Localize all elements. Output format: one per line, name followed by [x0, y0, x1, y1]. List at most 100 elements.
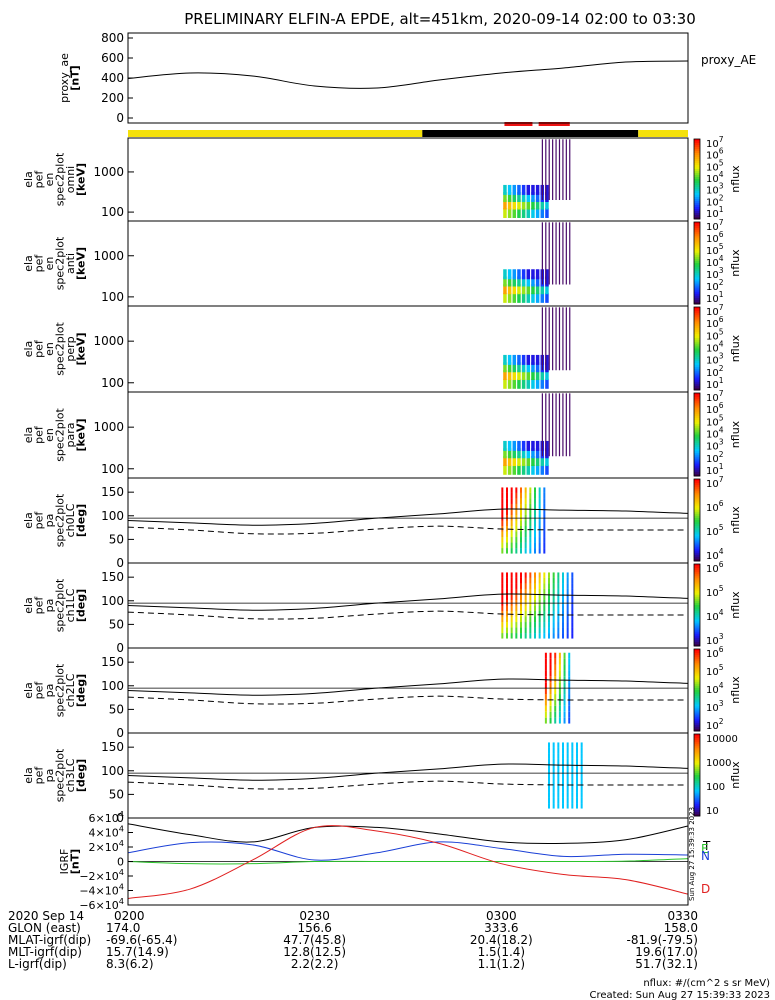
pa-cell	[552, 753, 555, 759]
colorbar-segment	[694, 728, 700, 732]
colorbar-segment	[694, 242, 700, 246]
colorbar-segment	[694, 566, 700, 569]
pa-cell	[558, 664, 561, 671]
ylabel-line: pef	[33, 596, 46, 615]
colorbar-segment	[694, 552, 700, 556]
pa-cell	[554, 670, 557, 677]
pa-cell	[563, 694, 566, 700]
pa-cell	[548, 616, 550, 623]
colorbar-segment	[694, 588, 700, 592]
pa-cell	[548, 611, 550, 617]
ylabel-line: pef	[33, 254, 46, 273]
pa-cell	[558, 658, 561, 665]
orbit-value: 20.4(18.2)	[470, 933, 533, 947]
ylabel-line: ela	[22, 171, 35, 188]
colorbar-segment	[694, 517, 700, 521]
colorbar-segment	[694, 459, 700, 462]
ylabel-line: spec2plot	[54, 748, 67, 802]
colorbar-segment	[694, 236, 700, 239]
spec-cell	[517, 284, 521, 295]
pa-cell	[566, 803, 569, 809]
pa-cell	[529, 509, 532, 515]
pa-cell	[515, 583, 518, 589]
colorbar-segment	[694, 145, 700, 148]
pa-cell	[557, 622, 560, 628]
pa-cell	[552, 594, 555, 600]
colorbar-segment	[694, 679, 700, 683]
pa-cell	[562, 792, 564, 798]
pa-cell	[520, 616, 522, 623]
pa-cell	[557, 594, 560, 600]
colorbar-segment	[694, 602, 700, 606]
ylabel-line: pa	[43, 684, 56, 698]
colorbar-tick-label: 103	[706, 182, 724, 197]
pa-cell	[510, 498, 513, 504]
colorbar-segment	[694, 147, 700, 150]
pa-cell	[520, 492, 522, 499]
colorbar-segment	[694, 321, 700, 325]
spec-cell	[512, 207, 517, 218]
pa-cell	[557, 605, 560, 612]
pa-cell	[506, 594, 508, 600]
colorbar-segment	[694, 760, 700, 764]
pa-cell	[580, 781, 583, 787]
spec-cell	[503, 448, 507, 459]
colorbar-segment	[694, 574, 700, 577]
pa-cell	[571, 633, 574, 639]
pa-cell	[520, 577, 522, 584]
pa-cell	[524, 633, 527, 639]
pa-cell	[562, 622, 564, 628]
spec-cell	[545, 456, 549, 467]
colorbar-segment	[694, 428, 700, 431]
spec-cell	[512, 292, 517, 303]
y-tick-label: 100	[101, 205, 124, 219]
spec-cell	[531, 207, 535, 218]
spec-cell	[507, 192, 512, 203]
spec-stripe	[565, 307, 567, 371]
colorbar-segment	[694, 627, 700, 631]
pa-cell	[566, 605, 569, 612]
spec-cell	[512, 440, 517, 451]
panel-frame	[127, 732, 689, 819]
colorbar-segment	[694, 325, 700, 329]
pa-cell	[548, 803, 550, 809]
pa-cell	[501, 487, 504, 493]
colorbar-segment	[694, 623, 700, 626]
colorbar-label: nflux	[729, 420, 742, 448]
colorbar-tick-label: 104	[706, 254, 724, 269]
pa-cell	[552, 747, 555, 754]
y-tick-label: 50	[109, 702, 124, 716]
colorbar-segment	[694, 673, 700, 677]
pa-cell	[510, 616, 513, 623]
colorbar-segment	[694, 344, 700, 347]
pa-cell	[571, 594, 574, 600]
pa-cell	[506, 577, 508, 584]
pa-cell	[520, 633, 522, 639]
pa-cell	[552, 758, 555, 765]
spec-cell	[521, 464, 526, 475]
spec-cell	[526, 199, 531, 210]
pa-cell	[571, 611, 574, 617]
pa-cell	[501, 492, 504, 499]
colorbar-segment	[694, 530, 700, 533]
spec-stripe	[552, 222, 554, 285]
colorbar-segment	[694, 317, 700, 320]
pa-cell	[538, 572, 541, 578]
colorbar-segment	[694, 175, 700, 178]
colorbar-segment	[694, 708, 700, 711]
spec-cell	[512, 276, 517, 287]
panel-frame	[127, 220, 689, 307]
colorbar-segment	[694, 269, 700, 272]
ephemeris-yellow-start	[128, 130, 423, 137]
colorbar-segment	[694, 685, 700, 689]
pa-cell	[554, 694, 557, 700]
colorbar-segment	[694, 411, 700, 415]
colorbar-segment	[694, 260, 700, 264]
colorbar-segment	[694, 301, 700, 305]
pa-cell	[534, 503, 536, 510]
spec-cell	[545, 448, 549, 459]
pa-cell	[554, 688, 557, 695]
pa-cell	[544, 688, 547, 695]
